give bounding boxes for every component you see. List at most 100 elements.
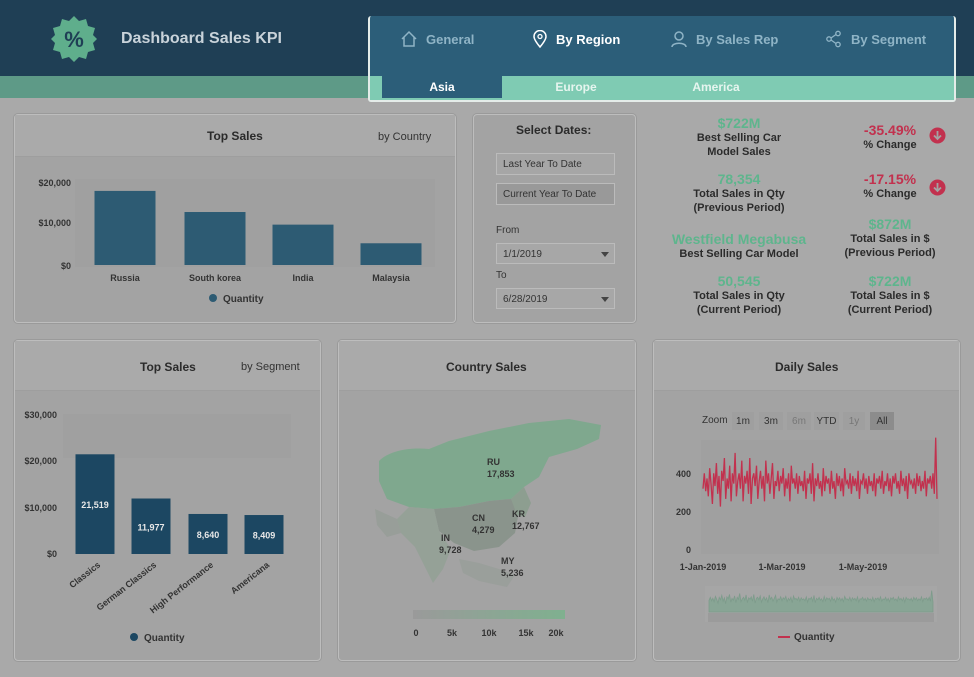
zoom-6m-button[interactable]: 6m	[787, 412, 811, 430]
tab-by-segment-label: By Segment	[851, 31, 927, 47]
y-tick-label: $10,000	[24, 503, 57, 513]
location-pin-icon	[533, 30, 547, 48]
kpi-change-value: -35.49%	[863, 122, 917, 138]
x-tick-label: Russia	[110, 273, 141, 283]
legend-marker	[209, 294, 217, 302]
y-tick-label: $20,000	[24, 456, 57, 466]
subtab-asia[interactable]: Asia	[382, 76, 502, 98]
from-date-field[interactable]: 1/1/2019	[496, 243, 615, 264]
x-tick-label: Americana	[229, 559, 272, 596]
kpi-value: $722M	[717, 115, 761, 131]
chevron-down-icon[interactable]	[601, 252, 609, 257]
panel-header	[15, 341, 320, 391]
kpi-value: 78,354	[717, 171, 761, 187]
x-tick-label: Classics	[67, 560, 102, 590]
kpi-label: (Current Period)	[696, 304, 782, 316]
china-region[interactable]	[434, 499, 519, 551]
russia-region[interactable]	[379, 419, 601, 509]
bar[interactable]	[244, 515, 284, 554]
malaysia-region[interactable]	[459, 559, 515, 587]
x-tick-label: 1-May-2019	[839, 562, 888, 572]
kpi-value: Westfield Megabusa	[671, 231, 807, 247]
zoom-all-button[interactable]: All	[870, 412, 894, 430]
subtab-europe[interactable]: Europe	[555, 80, 597, 94]
kpi-label: (Previous Period)	[693, 202, 785, 214]
home-icon	[401, 30, 417, 47]
panel-header	[339, 341, 635, 391]
data-label: 8,409	[253, 531, 276, 541]
data-label: 8,640	[197, 530, 220, 540]
tab-by-sales-rep[interactable]: By Sales Rep	[670, 29, 778, 49]
select-dates-panel: Select Dates: Last Year To Date Current …	[473, 114, 636, 323]
quantity-series-line	[702, 437, 938, 507]
y-tick-label: 400	[676, 469, 691, 479]
panel-title: Country Sales	[446, 360, 527, 374]
bar[interactable]	[360, 243, 422, 265]
zoom-label: Zoom	[702, 415, 728, 426]
to-label: To	[496, 270, 507, 281]
kpi-label: Total Sales in $	[850, 233, 930, 245]
subtab-america[interactable]: America	[692, 80, 740, 94]
kpi-value: $722M	[868, 273, 912, 289]
map-code-label: CN	[472, 513, 485, 523]
arrow-down-circle-icon	[929, 127, 946, 144]
y-tick-label: 200	[676, 507, 691, 517]
x-tick-label: 1-Mar-2019	[758, 562, 805, 572]
to-date-value: 6/28/2019	[503, 294, 548, 305]
to-date-field[interactable]: 6/28/2019	[496, 288, 615, 309]
panel-header	[15, 115, 455, 157]
share-icon	[826, 30, 841, 48]
map-value-label: 5,236	[501, 568, 524, 578]
navigator-scrollbar[interactable]	[708, 613, 934, 622]
current-year-to-date-button[interactable]: Current Year To Date	[496, 183, 615, 205]
bar[interactable]	[75, 454, 115, 554]
legend-label[interactable]: Quantity	[223, 294, 264, 305]
legend-label[interactable]: Quantity	[144, 633, 185, 644]
x-tick-label: Malaysia	[372, 273, 411, 283]
panel-title: Top Sales	[140, 360, 196, 374]
zoom-1y-button[interactable]: 1y	[843, 412, 865, 430]
tab-by-segment[interactable]: By Segment	[825, 29, 926, 49]
legend-label[interactable]: Quantity	[794, 632, 835, 643]
region-nav-panel: General By Region By Sales Rep By Segmen…	[368, 16, 956, 102]
bar[interactable]	[272, 224, 334, 265]
arrow-down-circle-icon	[929, 179, 946, 196]
bar[interactable]	[184, 212, 246, 265]
kpi-best-model: Westfield Megabusa Best Selling Car Mode…	[662, 231, 816, 261]
kpi-label: % Change	[863, 139, 917, 151]
navigator-series	[708, 590, 934, 613]
country-sales-panel: Country Sales RU 17,853 CN 4,279 KR 12,7…	[338, 340, 636, 661]
tab-by-region-label: By Region	[556, 31, 621, 47]
top-sales-segment-panel: Top Sales by Segment $30,000 $20,000 $10…	[14, 340, 321, 661]
kpi-value: 50,545	[717, 273, 761, 289]
korea-region[interactable]	[511, 487, 531, 517]
x-tick-label: India	[292, 273, 314, 283]
kpi-value: $872M	[868, 216, 912, 232]
kpi-qty-cur: 50,545 Total Sales in Qty (Current Perio…	[670, 273, 808, 317]
scale-tick-label: 10k	[481, 628, 497, 638]
zoom-3m-button[interactable]: 3m	[759, 412, 783, 430]
bar[interactable]	[94, 190, 156, 265]
map-code-label: MY	[501, 556, 515, 566]
kpi-best-car-sales: $722M Best Selling Car Model Sales	[670, 115, 808, 159]
last-year-to-date-button[interactable]: Last Year To Date	[496, 153, 615, 175]
country-sales-map: RU 17,853 CN 4,279 KR 12,767 IN 9,728 MY…	[375, 419, 601, 638]
india-region[interactable]	[397, 507, 451, 583]
zoom-ytd-button[interactable]: YTD	[814, 412, 839, 430]
kpi-label: Model Sales	[707, 146, 771, 158]
bar[interactable]	[131, 498, 171, 554]
chevron-down-icon[interactable]	[601, 297, 609, 302]
tab-by-region[interactable]: By Region	[532, 29, 620, 49]
tab-general-label: General	[426, 31, 475, 47]
legend-marker	[130, 633, 138, 641]
scale-tick-label: 20k	[548, 628, 564, 638]
bar[interactable]	[188, 513, 228, 554]
kpi-sales-prev: $872M Total Sales in $ (Previous Period)	[820, 216, 960, 260]
y-tick-label: $0	[47, 549, 57, 559]
zoom-1m-button[interactable]: 1m	[732, 412, 754, 430]
west-asia-region	[375, 509, 401, 537]
scale-tick-label: 15k	[518, 628, 534, 638]
x-tick-label: German Classics	[95, 560, 159, 613]
svg-text:%: %	[64, 27, 84, 52]
tab-general[interactable]: General	[400, 29, 474, 49]
